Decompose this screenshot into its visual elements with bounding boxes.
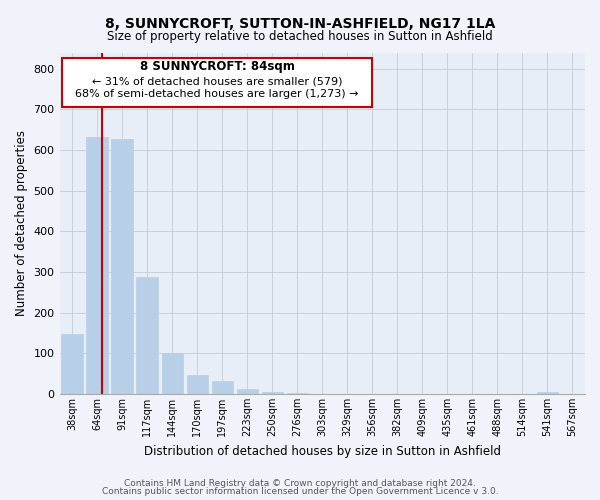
FancyBboxPatch shape [62, 58, 372, 107]
Text: 8, SUNNYCROFT, SUTTON-IN-ASHFIELD, NG17 1LA: 8, SUNNYCROFT, SUTTON-IN-ASHFIELD, NG17 … [105, 18, 495, 32]
Bar [161, 354, 183, 394]
Text: ← 31% of detached houses are smaller (579): ← 31% of detached houses are smaller (57… [92, 76, 343, 86]
Bar [86, 137, 108, 394]
Text: 68% of semi-detached houses are larger (1,273) →: 68% of semi-detached houses are larger (… [76, 88, 359, 99]
Bar [61, 334, 83, 394]
Text: 8 SUNNYCROFT: 84sqm: 8 SUNNYCROFT: 84sqm [140, 60, 295, 73]
Y-axis label: Number of detached properties: Number of detached properties [15, 130, 28, 316]
Text: Size of property relative to detached houses in Sutton in Ashfield: Size of property relative to detached ho… [107, 30, 493, 43]
Bar [236, 389, 258, 394]
Bar [262, 392, 283, 394]
Bar [287, 393, 308, 394]
X-axis label: Distribution of detached houses by size in Sutton in Ashfield: Distribution of detached houses by size … [144, 444, 501, 458]
Bar [187, 376, 208, 394]
Text: Contains public sector information licensed under the Open Government Licence v : Contains public sector information licen… [101, 487, 499, 496]
Bar [136, 277, 158, 394]
Bar [212, 381, 233, 394]
Bar [537, 392, 558, 394]
Text: Contains HM Land Registry data © Crown copyright and database right 2024.: Contains HM Land Registry data © Crown c… [124, 478, 476, 488]
Bar [112, 138, 133, 394]
